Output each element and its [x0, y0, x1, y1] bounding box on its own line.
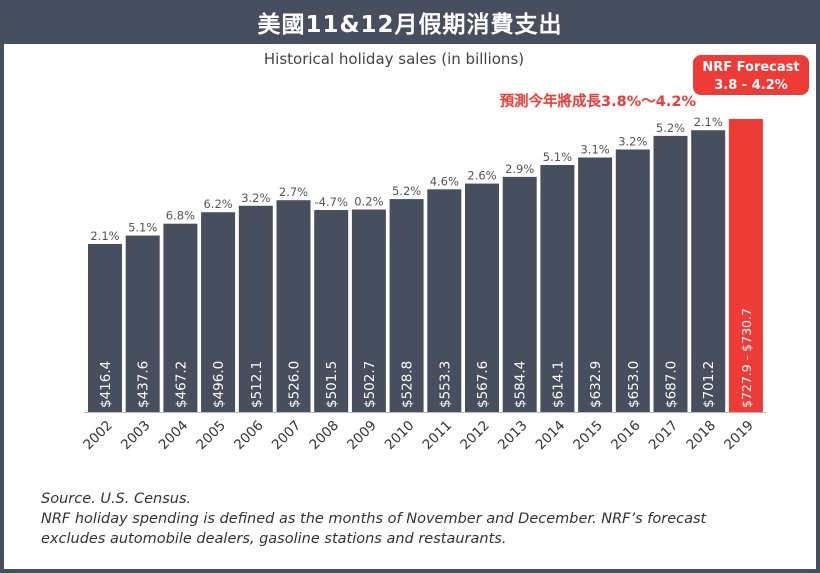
bar-2010	[389, 199, 424, 412]
bar-2008	[314, 210, 349, 412]
bar-2016	[615, 149, 650, 412]
growth-label-2016: 3.2%	[618, 134, 647, 148]
year-label-2016: 2016	[608, 418, 644, 454]
forecast-box-title: NRF Forecast	[702, 60, 799, 75]
year-label-2007: 2007	[269, 418, 305, 454]
value-label-2007: $526.0	[287, 361, 303, 408]
year-label-2009: 2009	[344, 418, 380, 454]
value-label-2014: $614.1	[550, 361, 566, 408]
chart-title: Historical holiday sales (in billions)	[263, 50, 525, 68]
bar-2002	[88, 244, 122, 412]
growth-label-2009: 0.2%	[354, 195, 383, 209]
growth-label-2010: 5.2%	[392, 184, 421, 198]
value-label-2002: $416.4	[98, 361, 114, 408]
value-label-2008: $501.5	[324, 361, 340, 408]
year-label-2003: 2003	[118, 418, 154, 454]
source-line: Source. U.S. Census.	[41, 491, 192, 507]
year-label-2002: 2002	[80, 418, 116, 454]
forecast-box	[691, 53, 811, 97]
value-label-2015: $632.9	[588, 361, 604, 408]
year-label-2004: 2004	[156, 418, 192, 454]
bar-2011	[427, 189, 462, 412]
growth-label-2015: 3.1%	[580, 143, 609, 157]
value-label-2018: $701.2	[701, 361, 717, 408]
value-label-2009: $502.7	[362, 361, 378, 408]
value-label-2016: $653.0	[626, 361, 642, 408]
year-label-2006: 2006	[231, 418, 267, 454]
bar-2018	[691, 130, 726, 412]
growth-label-2018: 2.1%	[694, 115, 723, 129]
growth-label-2012: 2.6%	[467, 169, 496, 183]
growth-label-2007: 2.7%	[279, 185, 308, 199]
value-label-2006: $512.1	[249, 361, 265, 408]
bar-2009	[351, 209, 386, 412]
bar-2017	[653, 135, 688, 412]
year-label-2018: 2018	[683, 418, 719, 454]
bar-2006	[238, 205, 273, 412]
bar-2015	[578, 157, 613, 412]
page-title: 美國11&12月假期消費支出	[257, 12, 563, 38]
growth-label-2003: 5.1%	[128, 221, 157, 235]
value-label-2017: $687.0	[664, 361, 680, 408]
year-label-2017: 2017	[646, 418, 682, 454]
year-label-2015: 2015	[570, 418, 606, 454]
bar-2003	[125, 235, 160, 412]
note-line-2: excludes automobile dealers, gasoline st…	[41, 531, 507, 547]
forecast-annotation: 預測今年將成長3.8%～4.2%	[500, 92, 697, 110]
year-label-2014: 2014	[533, 418, 569, 454]
value-label-2012: $567.6	[475, 361, 491, 408]
value-label-2013: $584.4	[513, 361, 529, 408]
value-label-2003: $437.6	[136, 361, 152, 408]
value-label-2005: $496.0	[211, 361, 227, 408]
growth-label-2004: 6.8%	[166, 209, 195, 223]
growth-label-2008: -4.7%	[315, 195, 348, 209]
header-bar: 美國11&12月假期消費支出	[0, 0, 820, 44]
value-label-2019: $727.9 - $730.7	[739, 308, 754, 408]
value-label-2004: $467.2	[173, 361, 189, 408]
year-label-2012: 2012	[457, 418, 493, 454]
growth-label-2002: 2.1%	[90, 229, 119, 243]
chart-panel: Historical holiday sales (in billions) $…	[4, 44, 816, 569]
growth-label-2013: 2.9%	[505, 162, 534, 176]
value-label-2011: $553.3	[437, 361, 453, 408]
bar-2012	[465, 183, 499, 412]
bar-2013	[502, 176, 537, 412]
year-label-2013: 2013	[495, 418, 531, 454]
year-label-2011: 2011	[420, 418, 456, 454]
bar-2019	[728, 119, 763, 412]
source-notes: Source. U.S. Census. NRF holiday spendin…	[41, 489, 706, 549]
growth-label-2011: 4.6%	[430, 174, 459, 188]
forecast-box-range: 3.8 - 4.2%	[714, 78, 788, 93]
year-label-2010: 2010	[382, 418, 418, 454]
growth-label-2017: 5.2%	[656, 121, 685, 135]
bar-chart: $416.4 2.1% 2002 $437.6 5.1% 2003 $467.2 6.8% 20…	[80, 53, 811, 454]
bar-2014	[540, 165, 575, 412]
bar-2007	[276, 200, 311, 412]
growth-label-2014: 5.1%	[543, 150, 572, 164]
bar-2005	[201, 212, 236, 412]
value-label-2010: $528.8	[400, 361, 416, 408]
year-label-2005: 2005	[193, 418, 229, 454]
year-label-2019: 2019	[721, 418, 757, 454]
bar-2004	[163, 223, 198, 412]
year-label-2008: 2008	[306, 418, 342, 454]
growth-label-2005: 6.2%	[203, 197, 232, 211]
growth-label-2006: 3.2%	[241, 191, 270, 205]
note-line-1: NRF holiday spending is defined as the m…	[41, 511, 707, 527]
